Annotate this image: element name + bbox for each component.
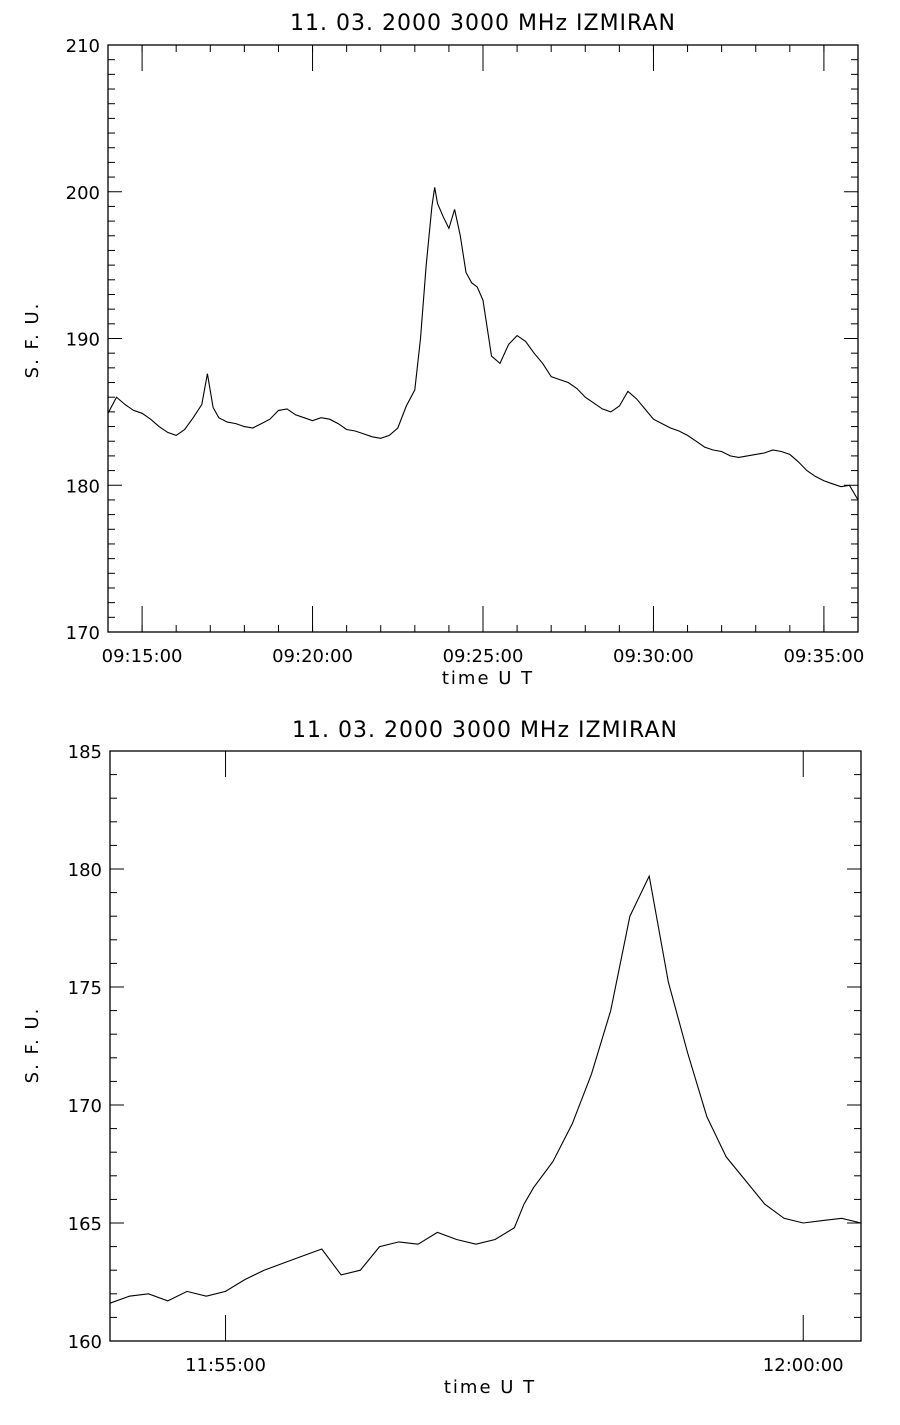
x-tick-label: 09:15:00 <box>102 646 183 667</box>
chart-top-title: 11. 03. 2000 3000 MHz IZMIRAN <box>290 11 676 36</box>
chart-bottom: 11. 03. 2000 3000 MHz IZMIRAN 1601651701… <box>22 718 862 1398</box>
y-tick-label: 160 <box>68 1332 102 1353</box>
y-tick-label: 170 <box>68 1096 102 1117</box>
y-tick-label: 190 <box>66 330 100 351</box>
chart-top-plot-frame <box>107 44 859 633</box>
chart-bottom-y-axis-label: S. F. U. <box>22 1007 43 1084</box>
chart-bottom-x-ticks: 11:55:00 12:00:00 <box>185 751 844 1376</box>
y-tick-label: 175 <box>68 978 102 999</box>
x-tick-label: 09:30:00 <box>613 646 694 667</box>
y-tick-label: 170 <box>66 623 100 644</box>
chart-top: 11. 03. 2000 3000 MHz IZMIRAN 170 180 190 2… <box>22 11 864 689</box>
x-tick-label: 12:00:00 <box>763 1355 844 1376</box>
x-tick-label: 09:25:00 <box>443 646 524 667</box>
chart-top-series-line <box>107 187 859 501</box>
x-tick-label: 09:35:00 <box>783 646 864 667</box>
chart-bottom-y-ticks: 160 165 170 175 180 185 <box>68 742 861 1353</box>
chart-top-y-ticks: 170 180 190 200 210 <box>66 36 858 644</box>
y-tick-label: 210 <box>66 36 100 57</box>
chart-top-x-axis-label: time U T <box>442 668 534 689</box>
y-tick-label: 165 <box>68 1214 102 1235</box>
chart-top-y-axis-label: S. F. U. <box>22 302 43 379</box>
y-tick-label: 180 <box>66 476 100 497</box>
x-tick-label: 09:20:00 <box>272 646 353 667</box>
y-tick-label: 200 <box>66 183 100 204</box>
chart-bottom-x-axis-label: time U T <box>444 1377 536 1398</box>
y-tick-label: 180 <box>68 860 102 881</box>
chart-bottom-title: 11. 03. 2000 3000 MHz IZMIRAN <box>292 718 678 743</box>
y-tick-label: 185 <box>68 742 102 763</box>
chart-bottom-plot-frame <box>109 750 862 1342</box>
chart-top-x-ticks: 09:15:00 09:20:00 09:25:00 09:30:00 09:35:00 <box>102 45 864 667</box>
x-tick-label: 11:55:00 <box>185 1355 266 1376</box>
chart-bottom-series-line <box>109 874 862 1304</box>
